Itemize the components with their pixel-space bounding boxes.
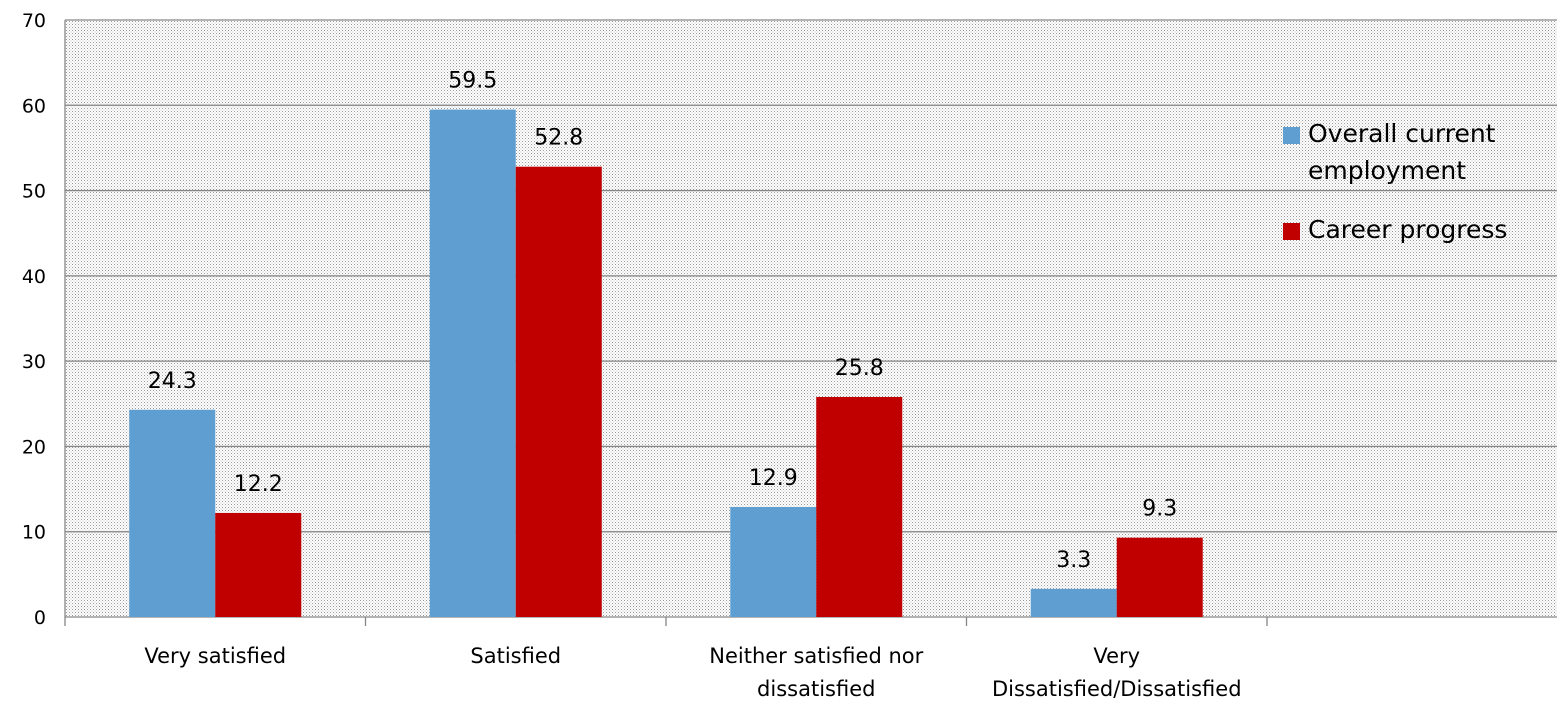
y-tick-label: 20 [22,436,46,458]
data-label: 9.3 [1142,497,1177,522]
y-tick-label: 10 [22,522,46,544]
x-tick-label: Very [1093,644,1140,668]
data-label: 12.9 [749,466,798,491]
data-label: 52.8 [534,126,583,151]
legend-label: Career progress [1308,215,1507,244]
data-label: 12.2 [234,472,283,497]
bar-career-progress [816,396,903,617]
x-tick-label: Satisfied [470,644,561,668]
x-tick-label: Very satisfied [144,644,286,668]
data-label: 3.3 [1056,548,1091,573]
x-tick-label: Dissatisfied/Dissatisfied [992,677,1242,701]
bar-career-progress [1116,537,1203,617]
bar-overall-current-employment [129,409,216,617]
y-tick-label: 70 [22,10,46,32]
legend-label: Overall current [1308,119,1496,148]
x-tick-label: dissatisfied [757,677,875,701]
bar-overall-current-employment [429,109,516,618]
x-tick-label: Neither satisfied nor [709,644,923,668]
y-tick-label: 60 [22,95,46,117]
bar-overall-current-employment [1030,588,1117,617]
legend-label: employment [1308,156,1466,185]
bar-overall-current-employment [730,506,817,617]
data-label: 24.3 [148,369,197,394]
legend-swatch [1283,127,1300,144]
y-tick-label: 40 [22,266,46,288]
legend-swatch [1283,223,1300,240]
data-label: 59.5 [448,69,497,94]
bar-career-progress [515,166,602,618]
y-tick-label: 30 [22,351,46,373]
bar-career-progress [215,512,302,617]
y-tick-label: 50 [22,181,46,203]
data-label: 25.8 [835,356,884,381]
y-tick-label: 0 [34,607,46,629]
